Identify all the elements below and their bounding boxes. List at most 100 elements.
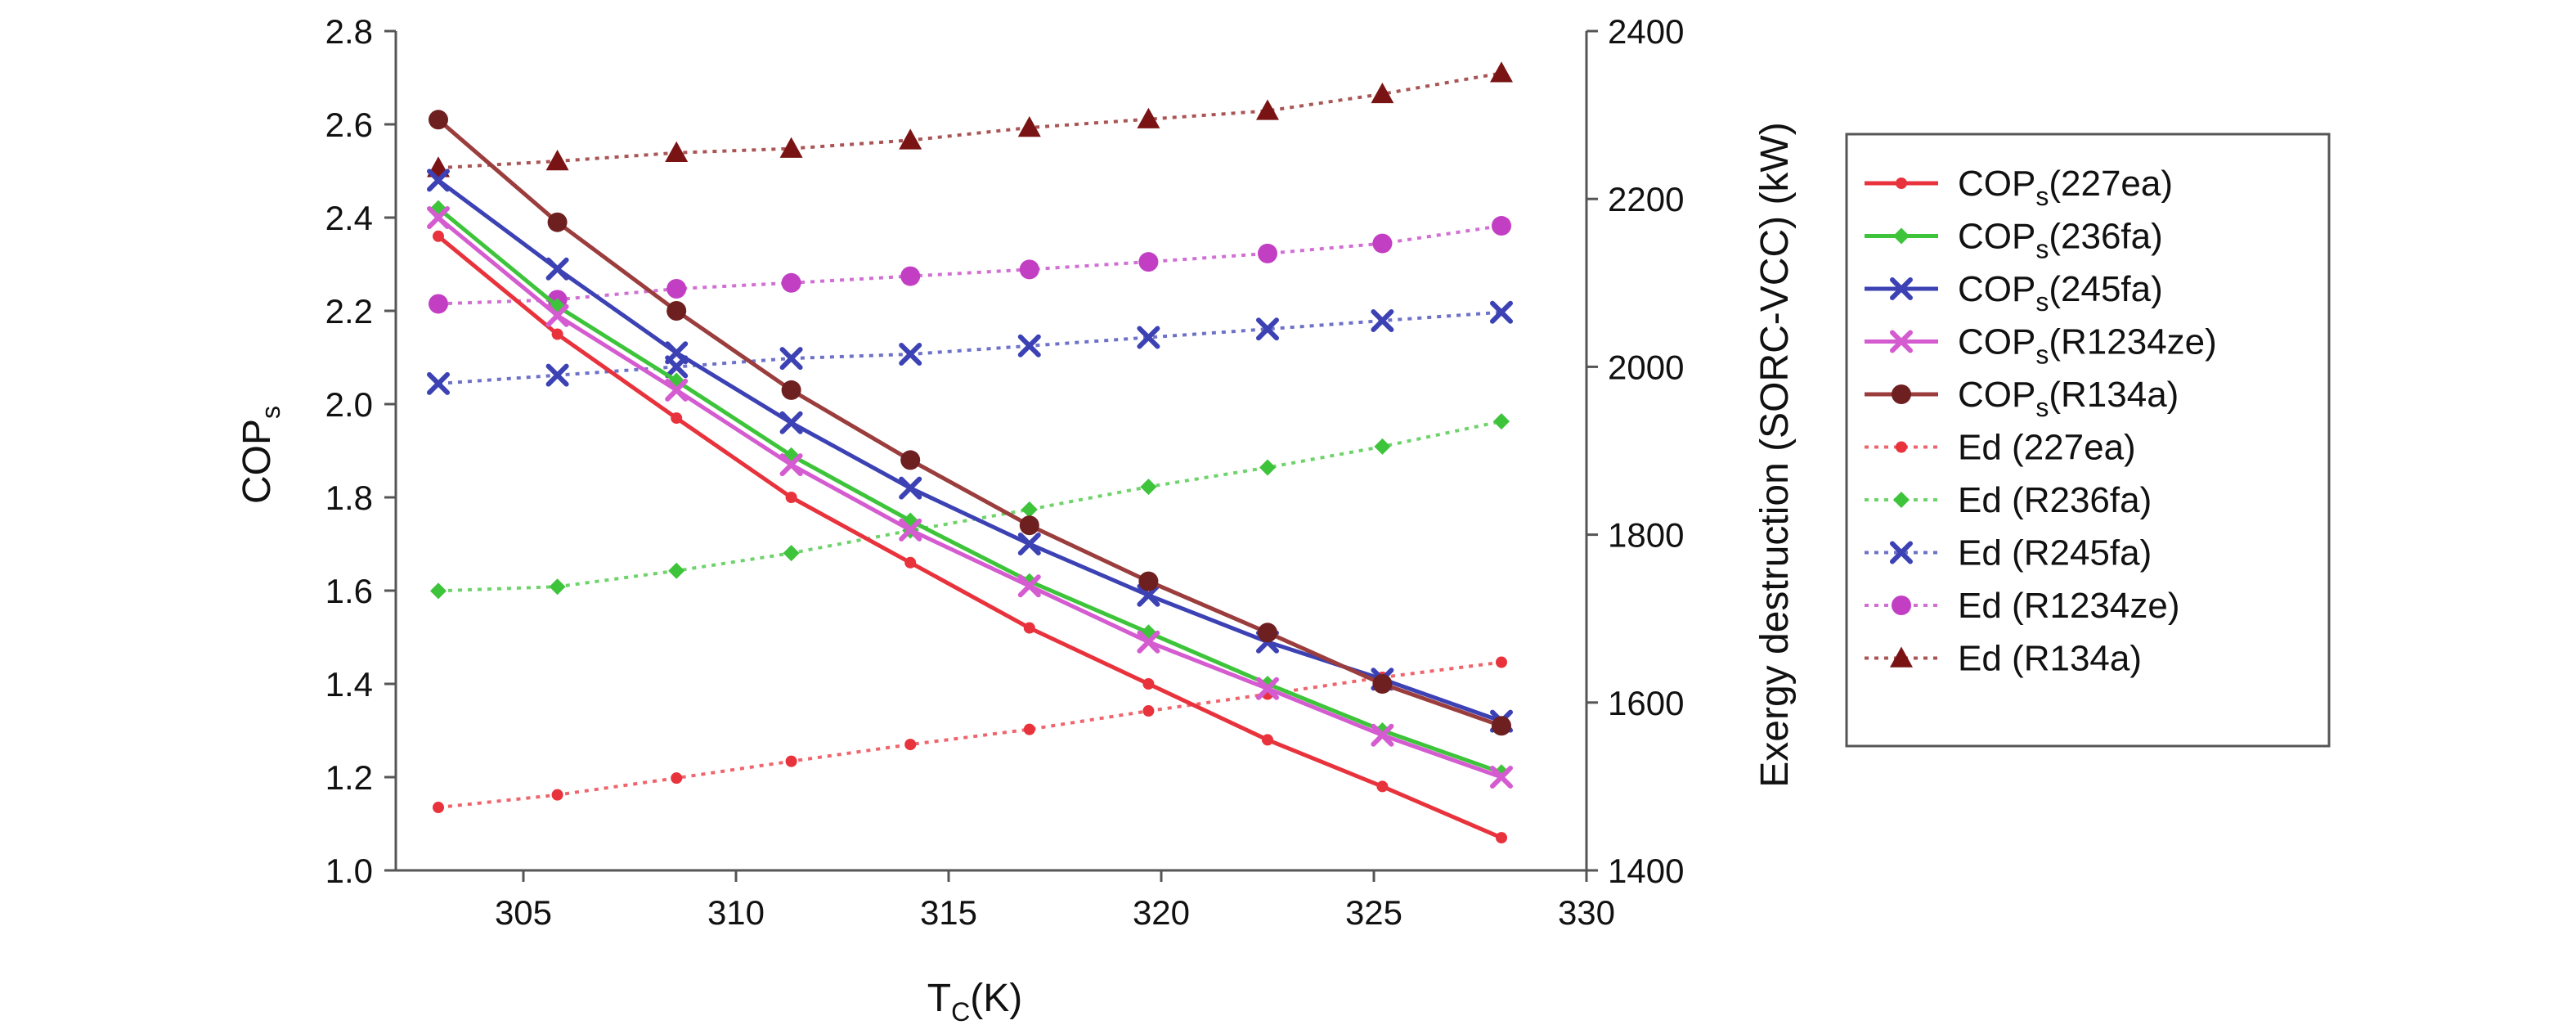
data-point-shape bbox=[545, 257, 569, 281]
data-point-shape bbox=[899, 476, 922, 500]
data-point-shape bbox=[781, 272, 801, 293]
series-line bbox=[438, 71, 1502, 170]
legend-label-tail: (R134a) bbox=[2049, 375, 2179, 415]
data-point-shape bbox=[551, 328, 563, 340]
y-left-tick-label: 1.8 bbox=[325, 479, 373, 517]
data-point bbox=[547, 212, 568, 232]
data-point bbox=[665, 341, 689, 365]
legend-label-tail: (R1234ze) bbox=[2049, 322, 2216, 362]
data-point bbox=[1017, 574, 1041, 598]
data-point-shape bbox=[429, 110, 448, 130]
data-point-shape bbox=[1490, 300, 1513, 324]
data-point-shape bbox=[1138, 252, 1159, 272]
data-point-shape bbox=[1371, 308, 1394, 332]
data-point bbox=[1138, 252, 1159, 272]
legend-swatch-marker-shape bbox=[1890, 541, 1913, 564]
x-tick-label: 330 bbox=[1558, 893, 1615, 932]
data-point bbox=[779, 137, 803, 158]
data-point bbox=[666, 278, 687, 299]
data-point-shape bbox=[904, 739, 917, 751]
data-point bbox=[551, 789, 563, 801]
legend-item: COPs(245fa) bbox=[1865, 269, 2163, 317]
data-point bbox=[1372, 233, 1393, 254]
legend-label: Ed (227ea) bbox=[1958, 428, 2136, 468]
data-point-shape bbox=[1376, 780, 1389, 793]
data-point-shape bbox=[1023, 723, 1035, 735]
data-point-shape bbox=[779, 453, 803, 477]
data-point bbox=[1019, 515, 1039, 536]
data-point bbox=[1142, 678, 1155, 690]
data-point-shape bbox=[545, 303, 569, 327]
y-left-tick-label: 2.4 bbox=[325, 199, 373, 237]
y-left-axis-label: COPs bbox=[236, 406, 285, 504]
legend-item: Ed (R245fa) bbox=[1865, 533, 2152, 573]
data-point bbox=[899, 128, 922, 150]
legend-label: Ed (R236fa) bbox=[1958, 480, 2152, 520]
data-point-shape bbox=[779, 411, 803, 434]
data-point-shape bbox=[1137, 326, 1160, 349]
legend-swatch-marker-shape bbox=[1892, 384, 1911, 404]
data-point bbox=[1137, 630, 1160, 654]
data-point bbox=[1371, 308, 1394, 332]
data-point bbox=[1019, 259, 1039, 280]
x-tick-label: 315 bbox=[920, 893, 977, 932]
data-point-shape bbox=[427, 371, 450, 395]
legend-label-sub: s bbox=[2035, 393, 2049, 422]
data-point-shape bbox=[671, 412, 683, 425]
y-left-axis-label-main: COP bbox=[236, 419, 279, 504]
data-point-shape bbox=[900, 450, 921, 470]
data-point bbox=[545, 150, 569, 171]
x-axis-label: TC(K) bbox=[927, 977, 1022, 1027]
data-point-shape bbox=[671, 772, 683, 784]
series-line bbox=[438, 660, 1502, 809]
data-point bbox=[1496, 832, 1507, 844]
data-point-shape bbox=[666, 301, 687, 321]
y-right-tick-label: 1800 bbox=[1608, 516, 1684, 555]
data-point bbox=[1262, 734, 1273, 746]
legend-swatch-marker bbox=[1890, 277, 1913, 300]
data-point bbox=[1137, 583, 1160, 607]
x-tick-label: 310 bbox=[707, 893, 765, 932]
data-point-shape bbox=[899, 518, 922, 542]
data-point bbox=[545, 363, 569, 387]
data-point-shape bbox=[427, 169, 450, 192]
data-point-shape bbox=[779, 137, 803, 158]
series-5 bbox=[433, 656, 1507, 814]
data-point bbox=[1490, 61, 1513, 83]
data-point bbox=[1023, 622, 1035, 634]
data-point-shape bbox=[900, 266, 921, 286]
data-point-shape bbox=[1019, 515, 1039, 536]
legend-item: Ed (R134a) bbox=[1865, 639, 2142, 679]
data-point bbox=[899, 343, 922, 366]
legend-item: COPs(R1234ze) bbox=[1865, 322, 2217, 370]
data-point-shape bbox=[1258, 243, 1277, 263]
y-left-tick-label: 1.0 bbox=[325, 852, 373, 890]
legend-swatch-marker bbox=[1892, 596, 1911, 615]
data-point bbox=[779, 453, 803, 477]
series-line bbox=[437, 234, 1502, 840]
data-point bbox=[1021, 501, 1038, 518]
data-point-shape bbox=[1017, 334, 1041, 357]
y-left-tick-label: 2.0 bbox=[325, 385, 373, 424]
data-point bbox=[427, 169, 450, 192]
legend-swatch-marker bbox=[1890, 330, 1913, 353]
y-left-tick-label: 1.2 bbox=[325, 758, 373, 797]
y-left-axis-label-sub: s bbox=[256, 406, 285, 419]
legend-swatch-marker-shape bbox=[1896, 441, 1907, 453]
series-line bbox=[437, 178, 1502, 723]
data-point-shape bbox=[1496, 832, 1507, 844]
data-point bbox=[781, 380, 801, 400]
data-point bbox=[779, 347, 803, 371]
legend-label-tail: (236fa) bbox=[2049, 217, 2162, 257]
legend-swatch-marker-shape bbox=[1890, 277, 1913, 300]
data-point bbox=[429, 110, 448, 130]
y-left-tick-label: 2.8 bbox=[325, 12, 373, 51]
legend-label-sub: s bbox=[2035, 182, 2049, 211]
legend-item: COPs(227ea) bbox=[1865, 164, 2173, 211]
data-point-shape bbox=[427, 206, 450, 229]
legend-item: Ed (R236fa) bbox=[1865, 480, 2152, 520]
data-point bbox=[1017, 115, 1041, 137]
data-point-shape bbox=[899, 128, 922, 150]
legend-label: COPs(245fa) bbox=[1958, 269, 2163, 317]
